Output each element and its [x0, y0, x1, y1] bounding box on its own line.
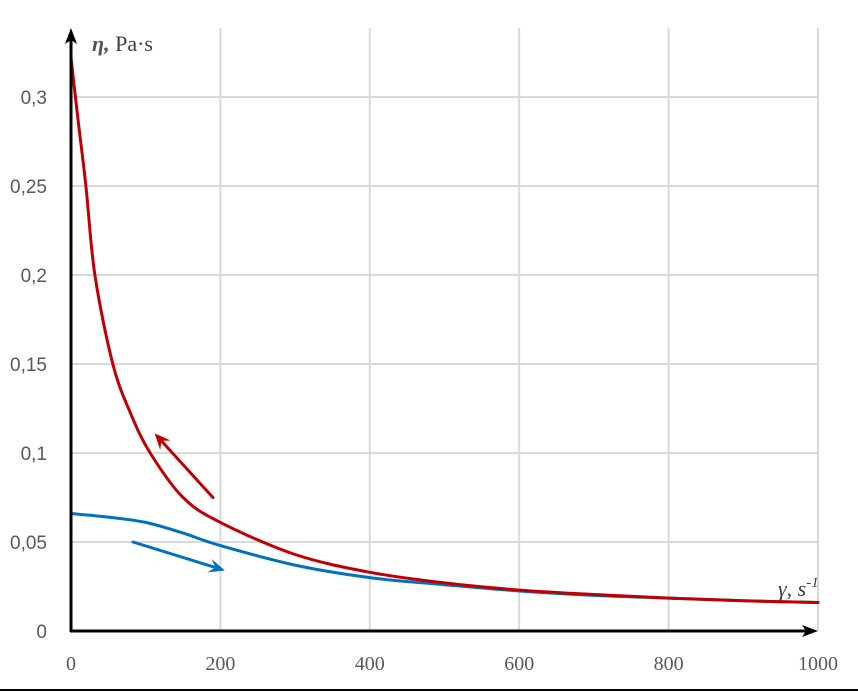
data-series	[69, 56, 820, 604]
blue-arrow-icon	[131, 540, 225, 573]
y-tick-label: 0,25	[10, 177, 47, 198]
x-tick-labels: 0 200 400 600 800 1000	[66, 653, 838, 675]
gridlines	[71, 28, 819, 631]
eta-symbol: η,	[92, 31, 110, 56]
y-tick-label: 0,05	[10, 533, 47, 554]
x-tick-label: 0	[66, 653, 76, 675]
x-tick-label: 600	[504, 653, 534, 675]
y-axis-unit: Pa·s	[110, 31, 153, 56]
y-tick-label: 0,2	[21, 266, 47, 287]
y-axis-arrowhead	[65, 28, 77, 44]
red-series-line	[69, 56, 820, 604]
red-arrow-icon	[154, 433, 215, 499]
y-tick-label: 0,15	[10, 355, 47, 376]
y-tick-label: 0,3	[21, 88, 47, 109]
axes	[65, 28, 818, 637]
direction-arrows	[131, 433, 225, 573]
x-axis-label: γ, s-1	[778, 575, 819, 601]
y-axis-label: η, Pa·s	[92, 31, 153, 56]
x-axis-arrowhead	[802, 625, 818, 637]
x-tick-label: 200	[205, 653, 235, 675]
x-axis-exponent: -1	[806, 575, 819, 591]
x-tick-label: 400	[355, 653, 385, 675]
x-tick-label: 1000	[798, 653, 838, 675]
x-tick-label: 800	[654, 653, 684, 675]
y-tick-labels: 0 0,05 0,1 0,15 0,2 0,25 0,3	[10, 88, 47, 643]
y-tick-label: 0	[36, 622, 47, 643]
y-tick-label: 0,1	[21, 444, 47, 465]
gamma-symbol: γ, s	[778, 576, 806, 601]
